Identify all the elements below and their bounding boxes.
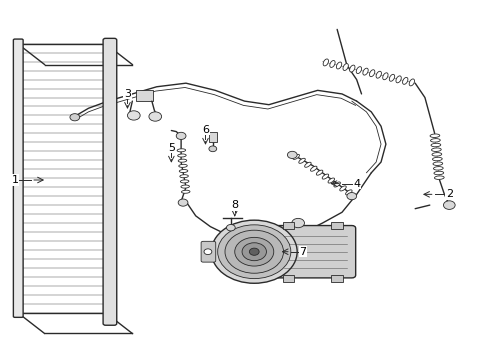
Ellipse shape	[431, 153, 441, 156]
Ellipse shape	[177, 149, 185, 152]
Ellipse shape	[178, 159, 186, 162]
Circle shape	[211, 220, 297, 283]
Circle shape	[224, 230, 283, 273]
Ellipse shape	[179, 164, 187, 167]
Ellipse shape	[329, 60, 334, 67]
Bar	[282, 275, 294, 282]
Ellipse shape	[177, 154, 186, 157]
Ellipse shape	[323, 59, 328, 66]
Bar	[330, 222, 342, 229]
Ellipse shape	[322, 174, 328, 179]
Bar	[282, 222, 294, 229]
Text: 4: 4	[352, 179, 360, 189]
FancyBboxPatch shape	[103, 39, 117, 325]
Ellipse shape	[382, 73, 387, 80]
Circle shape	[226, 225, 235, 231]
Ellipse shape	[429, 134, 439, 138]
Text: 6: 6	[202, 125, 208, 135]
Circle shape	[291, 219, 304, 228]
Circle shape	[242, 243, 266, 261]
Ellipse shape	[430, 143, 440, 147]
Ellipse shape	[369, 70, 374, 77]
Ellipse shape	[179, 170, 187, 172]
Ellipse shape	[181, 190, 189, 193]
Circle shape	[70, 114, 80, 121]
Circle shape	[208, 146, 216, 152]
Ellipse shape	[433, 176, 443, 179]
Circle shape	[346, 193, 356, 200]
Circle shape	[178, 199, 187, 206]
Text: 5: 5	[167, 143, 175, 153]
Ellipse shape	[362, 68, 367, 75]
Ellipse shape	[310, 166, 316, 171]
Bar	[208, 132, 216, 142]
Text: 2: 2	[445, 189, 452, 199]
Ellipse shape	[429, 139, 439, 142]
Ellipse shape	[180, 180, 188, 183]
Ellipse shape	[298, 158, 305, 163]
Ellipse shape	[292, 154, 299, 159]
Circle shape	[203, 249, 211, 255]
FancyBboxPatch shape	[13, 39, 23, 318]
Ellipse shape	[356, 67, 361, 73]
Text: 8: 8	[231, 200, 238, 210]
Text: 3: 3	[124, 89, 131, 99]
Ellipse shape	[316, 170, 322, 175]
Circle shape	[234, 237, 273, 266]
Ellipse shape	[408, 79, 414, 86]
Ellipse shape	[375, 71, 381, 78]
Circle shape	[287, 151, 297, 158]
Ellipse shape	[432, 167, 442, 170]
Ellipse shape	[431, 157, 441, 161]
FancyBboxPatch shape	[274, 226, 355, 278]
Bar	[136, 90, 153, 101]
Ellipse shape	[430, 148, 440, 152]
FancyBboxPatch shape	[201, 241, 215, 262]
Bar	[330, 275, 342, 282]
Circle shape	[443, 201, 454, 210]
Ellipse shape	[432, 162, 442, 166]
Ellipse shape	[336, 62, 341, 69]
Circle shape	[217, 225, 290, 279]
Ellipse shape	[333, 182, 340, 187]
Ellipse shape	[342, 64, 347, 71]
Ellipse shape	[345, 190, 351, 195]
Ellipse shape	[402, 77, 407, 84]
Ellipse shape	[327, 178, 334, 183]
Ellipse shape	[181, 185, 189, 188]
Ellipse shape	[349, 65, 354, 72]
Ellipse shape	[180, 175, 188, 178]
Circle shape	[149, 112, 161, 121]
Ellipse shape	[388, 74, 394, 81]
Circle shape	[176, 132, 185, 139]
Ellipse shape	[395, 76, 401, 83]
Circle shape	[127, 111, 140, 120]
Ellipse shape	[433, 171, 443, 175]
Circle shape	[249, 248, 259, 255]
Text: 7: 7	[299, 247, 306, 257]
Text: 1: 1	[12, 175, 19, 185]
Ellipse shape	[339, 186, 346, 191]
Ellipse shape	[304, 162, 310, 167]
